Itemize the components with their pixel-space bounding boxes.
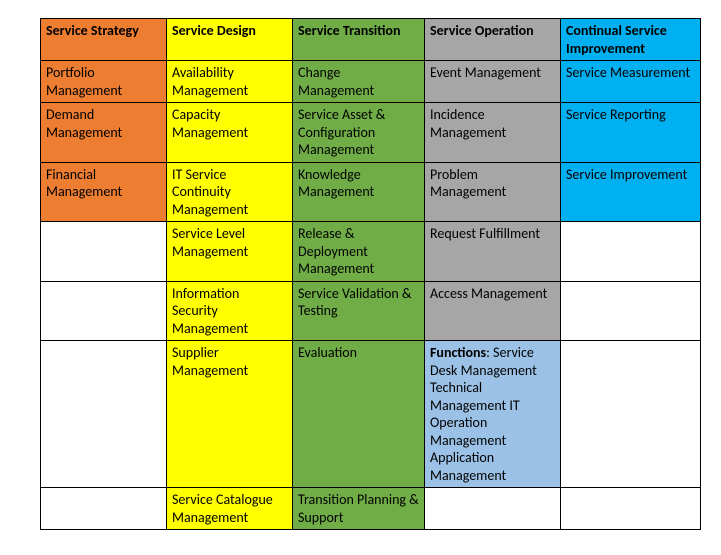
col-header-transition: Service Transition [293, 19, 425, 61]
table-row: Service Catalogue ManagementTransition P… [41, 488, 701, 530]
table-cell: Service Improvement [561, 162, 701, 222]
table-body: Portfolio ManagementAvailability Managem… [41, 61, 701, 530]
table-cell: Capacity Management [167, 103, 293, 163]
table-cell: Service Reporting [561, 103, 701, 163]
table-cell: Functions: Service Desk Management Techn… [425, 341, 561, 488]
table-cell: Release & Deployment Management [293, 222, 425, 282]
table-cell: Request Fulfillment [425, 222, 561, 282]
table-cell: Access Management [425, 281, 561, 341]
table-cell: Knowledge Management [293, 162, 425, 222]
table-cell: Problem Management [425, 162, 561, 222]
table-cell: Portfolio Management [41, 61, 167, 103]
table-row: Information Security ManagementService V… [41, 281, 701, 341]
table-cell: Incidence Management [425, 103, 561, 163]
table-cell [41, 341, 167, 488]
itil-table-container: Service Strategy Service Design Service … [0, 0, 721, 542]
table-cell: Transition Planning & Support [293, 488, 425, 530]
table-cell: Service Measurement [561, 61, 701, 103]
table-cell: Information Security Management [167, 281, 293, 341]
table-cell: Service Asset & Configuration Management [293, 103, 425, 163]
table-cell: Service Validation & Testing [293, 281, 425, 341]
table-row: Financial ManagementIT Service Continuit… [41, 162, 701, 222]
table-cell [41, 222, 167, 282]
col-header-csi: Continual Service Improvement [561, 19, 701, 61]
table-cell [561, 222, 701, 282]
table-row: Demand ManagementCapacity ManagementServ… [41, 103, 701, 163]
functions-text: : Service Desk Management Technical Mana… [430, 344, 537, 484]
table-cell: Evaluation [293, 341, 425, 488]
table-cell [561, 341, 701, 488]
table-cell: Demand Management [41, 103, 167, 163]
itil-process-table: Service Strategy Service Design Service … [40, 18, 701, 530]
col-header-design: Service Design [167, 19, 293, 61]
table-cell: Supplier Management [167, 341, 293, 488]
table-cell [41, 488, 167, 530]
table-cell [41, 281, 167, 341]
functions-label: Functions [430, 344, 486, 361]
table-row: Supplier ManagementEvaluationFunctions: … [41, 341, 701, 488]
table-cell: Availability Management [167, 61, 293, 103]
table-cell [425, 488, 561, 530]
table-cell: Event Management [425, 61, 561, 103]
col-header-strategy: Service Strategy [41, 19, 167, 61]
col-header-operation: Service Operation [425, 19, 561, 61]
table-header-row: Service Strategy Service Design Service … [41, 19, 701, 61]
table-cell [561, 281, 701, 341]
table-cell: Financial Management [41, 162, 167, 222]
table-row: Portfolio ManagementAvailability Managem… [41, 61, 701, 103]
table-cell: Change Management [293, 61, 425, 103]
table-cell [561, 488, 701, 530]
table-row: Service Level ManagementRelease & Deploy… [41, 222, 701, 282]
table-cell: IT Service Continuity Management [167, 162, 293, 222]
table-cell: Service Level Management [167, 222, 293, 282]
table-cell: Service Catalogue Management [167, 488, 293, 530]
